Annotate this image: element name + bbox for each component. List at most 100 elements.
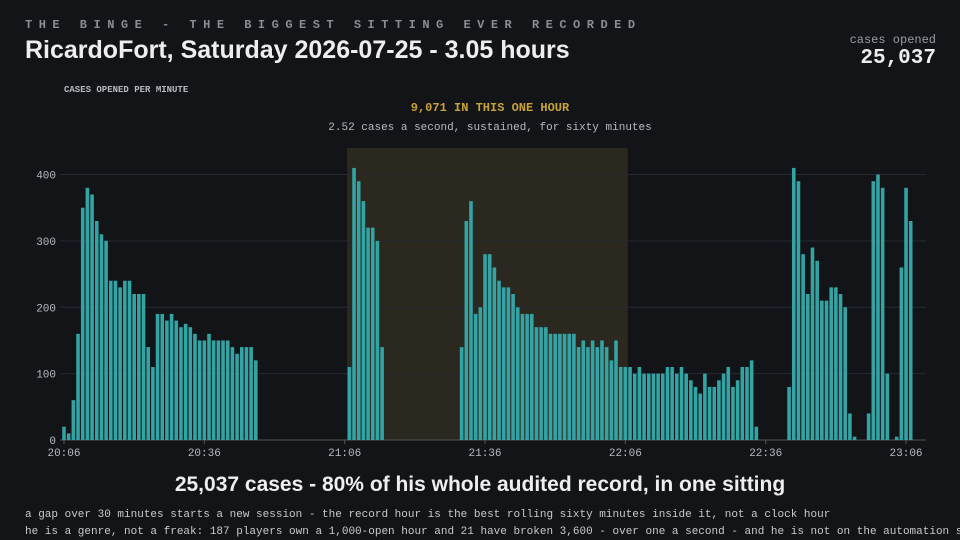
- bar: [141, 294, 146, 440]
- chart: 9,071 IN THIS ONE HOUR 2.52 cases a secon…: [36, 85, 926, 460]
- bar: [497, 280, 501, 440]
- bar: [707, 386, 712, 440]
- bar: [684, 373, 688, 440]
- bar: [520, 313, 525, 440]
- bar: [871, 181, 876, 440]
- bar: [689, 380, 693, 440]
- bar: [183, 323, 188, 440]
- bar: [834, 287, 838, 440]
- bar: [230, 347, 235, 440]
- bar: [380, 347, 384, 440]
- bar: [735, 380, 740, 440]
- bar: [721, 373, 726, 440]
- bar: [548, 333, 553, 440]
- bar: [146, 347, 151, 440]
- x-tick-label: 22:06: [609, 448, 642, 460]
- bar: [90, 194, 94, 440]
- bar: [76, 333, 80, 440]
- bar: [572, 333, 576, 440]
- bar: [740, 367, 745, 440]
- bar: [801, 254, 805, 440]
- bar: [179, 327, 183, 440]
- bar: [796, 181, 801, 440]
- bar: [679, 367, 684, 440]
- bar: [361, 201, 366, 440]
- bar: [581, 340, 586, 440]
- bar: [188, 327, 193, 440]
- bar: [370, 227, 375, 440]
- bar: [539, 327, 543, 440]
- bar: [71, 400, 76, 440]
- bar: [235, 353, 239, 440]
- bar: [225, 340, 230, 440]
- note: he is a genre, not a freak: 187 players …: [25, 526, 960, 538]
- bar: [244, 347, 249, 440]
- bar: [113, 280, 118, 440]
- bar: [637, 367, 642, 440]
- annotation-sub: 2.52 cases a second, sustained, for sixt…: [328, 122, 651, 134]
- bar: [880, 187, 885, 440]
- title: RicardoFort, Saturday 2026-07-25 - 3.05 …: [25, 36, 570, 64]
- bar: [534, 327, 539, 440]
- bar: [698, 393, 703, 440]
- bar: [99, 234, 104, 440]
- bar: [693, 386, 698, 440]
- x-tick-label: 20:06: [47, 448, 80, 460]
- bar: [366, 227, 370, 440]
- bar: [127, 280, 132, 440]
- bar: [586, 347, 590, 440]
- bar: [562, 333, 567, 440]
- bar: [806, 294, 810, 440]
- bar: [838, 294, 843, 440]
- bar: [866, 413, 871, 440]
- bar: [478, 307, 483, 440]
- bar: [356, 181, 361, 440]
- bar: [787, 386, 791, 440]
- bar: [843, 307, 848, 440]
- y-axis-label: CASES OPENED PER MINUTE: [64, 85, 189, 95]
- bar: [885, 373, 890, 440]
- bar: [62, 426, 66, 440]
- bar: [731, 386, 735, 440]
- stat-label: cases opened: [849, 33, 936, 47]
- bar: [352, 167, 356, 440]
- bar: [80, 207, 85, 440]
- bar: [894, 436, 899, 440]
- bar: [207, 333, 211, 440]
- bar: [506, 287, 511, 440]
- bar: [151, 367, 155, 440]
- bar: [651, 373, 656, 440]
- bar: [726, 367, 731, 440]
- bar: [899, 267, 904, 440]
- bar: [66, 433, 71, 440]
- note: a gap over 30 minutes starts a new sessi…: [25, 509, 831, 521]
- bar: [459, 347, 464, 440]
- bar: [852, 436, 857, 440]
- x-tick-label: 21:36: [469, 448, 502, 460]
- bar: [820, 300, 824, 440]
- bar: [375, 240, 380, 440]
- y-tick-label: 200: [36, 303, 56, 315]
- bar: [169, 313, 174, 440]
- bar: [815, 260, 819, 440]
- bar: [492, 267, 497, 440]
- bar: [94, 221, 99, 440]
- bar: [665, 367, 670, 440]
- bar: [239, 347, 244, 440]
- bar: [123, 280, 127, 440]
- bar: [483, 254, 487, 440]
- highlight-band: [347, 148, 628, 440]
- bar: [614, 340, 618, 440]
- bar: [511, 294, 515, 440]
- bar: [618, 367, 623, 440]
- bar: [558, 333, 562, 440]
- bar: [829, 287, 833, 440]
- annotation: 9,071 IN THIS ONE HOUR: [411, 101, 570, 115]
- y-tick-label: 0: [49, 436, 56, 448]
- kicker: THE BINGE - THE BIGGEST SITTING EVER REC…: [25, 18, 642, 32]
- stat-value: 25,037: [860, 47, 936, 70]
- bar: [604, 347, 609, 440]
- bar: [193, 333, 197, 440]
- bar: [754, 426, 759, 440]
